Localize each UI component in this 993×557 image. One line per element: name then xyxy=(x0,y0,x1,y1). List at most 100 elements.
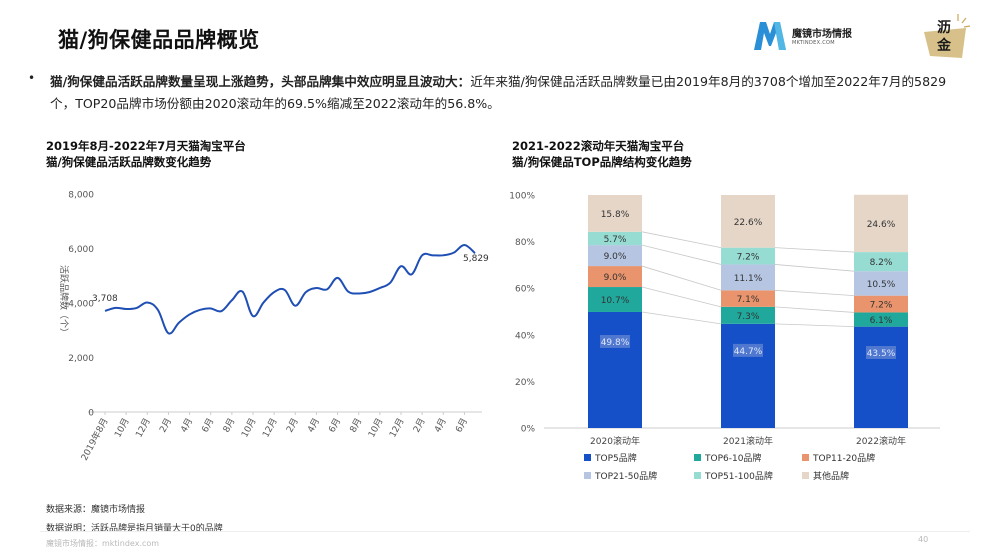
legend-label: TOP5品牌 xyxy=(594,452,637,464)
bar-y-tick-label: 0% xyxy=(521,425,536,435)
footer-divider xyxy=(40,531,970,532)
bar-data-label: 22.6% xyxy=(734,218,763,228)
bar-data-label: 7.1% xyxy=(737,295,760,305)
summary-paragraph: 猫/狗保健品活跃品牌数量呈现上涨趋势，头部品牌集中效应明显且波动大：近年来猫/狗… xyxy=(50,71,970,115)
bar-data-label: 43.5% xyxy=(867,349,896,359)
summary-bold: 猫/狗保健品活跃品牌数量呈现上涨趋势，头部品牌集中效应明显且波动大： xyxy=(50,74,471,89)
legend-swatch xyxy=(694,472,701,479)
bar-data-label: 10.5% xyxy=(867,280,896,290)
bar-connector-line xyxy=(641,286,722,308)
line-x-tick-label: 8月 xyxy=(221,416,238,434)
bar-label-box xyxy=(600,334,630,348)
line-chart-title-2: 猫/狗保健品活跃品牌数变化趋势 xyxy=(46,155,212,169)
legend-swatch xyxy=(802,472,809,479)
summary-text: 近年来猫/狗保健品活跃品牌数量已由2019年8月的3708个增加至2022年7月… xyxy=(50,74,947,111)
bar-data-label: 10.7% xyxy=(601,296,630,306)
line-x-tick-label: 12月 xyxy=(134,416,153,439)
line-x-tick-label: 10月 xyxy=(112,416,131,439)
bar-segment xyxy=(721,247,775,265)
line-series-active-brands xyxy=(104,243,476,335)
legend-swatch xyxy=(694,454,701,461)
bar-segment xyxy=(854,252,908,272)
bar-chart-title-2: 猫/狗保健品TOP品牌结构变化趋势 xyxy=(512,155,692,169)
line-x-tick-label: 2月 xyxy=(411,416,428,434)
bar-connector-line xyxy=(774,323,855,328)
data-note: 数据说明：活跃品牌是指月销量大于0的品牌 xyxy=(46,524,223,534)
bar-y-tick-label: 60% xyxy=(515,285,535,295)
line-y-tick-label: 0 xyxy=(88,409,94,419)
bar-segment xyxy=(588,266,642,288)
bar-label-box xyxy=(866,345,896,359)
legend-swatch xyxy=(584,454,591,461)
bar-data-label: 7.2% xyxy=(737,253,760,263)
bar-data-label: 7.3% xyxy=(737,312,760,322)
bar-chart-title: 2021-2022滚动年天猫淘宝平台 猫/狗保健品TOP品牌结构变化趋势 xyxy=(512,138,692,170)
badge-text-1: 沥 xyxy=(937,20,951,36)
bar-segment xyxy=(721,264,775,291)
bar-category-label: 2021滚动年 xyxy=(723,435,773,447)
bar-data-label: 7.2% xyxy=(870,301,893,311)
bar-segment xyxy=(854,194,908,253)
bar-label-box xyxy=(733,343,763,357)
bar-category-label: 2022滚动年 xyxy=(856,435,906,447)
line-data-label: 3,708 xyxy=(92,294,118,304)
bar-data-label: 5.7% xyxy=(604,235,627,245)
legend-label: TOP51-100品牌 xyxy=(704,470,773,482)
page-number: 40 xyxy=(918,535,929,544)
line-x-tick-label: 6月 xyxy=(327,416,344,434)
bar-connector-line xyxy=(774,247,855,253)
bar-segment xyxy=(721,195,775,248)
footer-site: 魔镜市场情报：mktindex.com xyxy=(46,539,160,548)
bar-chart-title-1: 2021-2022滚动年天猫淘宝平台 xyxy=(512,139,685,153)
bar-y-tick-label: 20% xyxy=(515,378,535,388)
bar-connector-line xyxy=(774,289,855,297)
logo-name: 魔镜市场情报 xyxy=(792,29,852,40)
line-x-tick-label: 10月 xyxy=(366,416,385,439)
line-y-tick-label: 2,000 xyxy=(68,354,94,364)
line-x-tick-label: 12月 xyxy=(387,416,406,439)
bar-y-tick-label: 40% xyxy=(515,331,535,341)
bar-data-label: 15.8% xyxy=(601,210,630,220)
line-x-tick-label: 10月 xyxy=(239,416,258,439)
data-source: 数据来源：魔镜市场情报 xyxy=(46,505,146,515)
bar-segment xyxy=(721,306,775,324)
line-x-tick-label: 4月 xyxy=(432,416,449,434)
bar-segment xyxy=(854,312,908,327)
line-y-axis-label: 活跃品牌数（个） xyxy=(58,265,70,337)
legend-swatch xyxy=(584,472,591,479)
line-x-tick-label: 2019年8月 xyxy=(78,416,110,463)
line-x-tick-label: 2月 xyxy=(284,416,301,434)
line-y-tick-label: 8,000 xyxy=(68,191,94,201)
line-data-label: 5,829 xyxy=(463,254,489,264)
line-x-tick-label: 4月 xyxy=(305,416,322,434)
bar-segment xyxy=(588,231,642,246)
bar-segment xyxy=(588,311,642,428)
bar-y-tick-label: 100% xyxy=(509,192,535,202)
bar-category-label: 2020滚动年 xyxy=(590,435,640,447)
legend-label: TOP11-20品牌 xyxy=(812,452,875,464)
logo-subtitle: MKTINDEX.COM xyxy=(792,40,835,46)
bar-data-label: 8.2% xyxy=(870,258,893,268)
bar-y-tick-label: 80% xyxy=(515,238,535,248)
page-title: 猫/狗保健品品牌概览 xyxy=(58,28,260,52)
bar-data-label: 6.1% xyxy=(870,316,893,326)
summary-bullet: • xyxy=(28,71,36,85)
line-x-tick-label: 8月 xyxy=(348,416,365,434)
legend-label: TOP6-10品牌 xyxy=(704,452,761,464)
bar-segment xyxy=(588,287,642,312)
bar-segment xyxy=(854,295,908,313)
badge-text-2: 金 xyxy=(936,37,952,54)
lijin-badge-logo: 沥 金 xyxy=(924,14,971,58)
bar-connector-line xyxy=(641,311,722,325)
bar-connector-line xyxy=(774,264,855,272)
bar-connector-line xyxy=(641,231,722,249)
bar-segment xyxy=(588,195,642,232)
bar-connector-line xyxy=(641,244,722,265)
legend-label: TOP21-50品牌 xyxy=(594,470,657,482)
bar-segment xyxy=(854,271,908,296)
bar-data-label: 11.1% xyxy=(734,274,763,284)
line-x-tick-label: 4月 xyxy=(179,416,196,434)
bar-connector-line xyxy=(774,306,855,313)
bar-data-label: 9.0% xyxy=(604,252,627,262)
